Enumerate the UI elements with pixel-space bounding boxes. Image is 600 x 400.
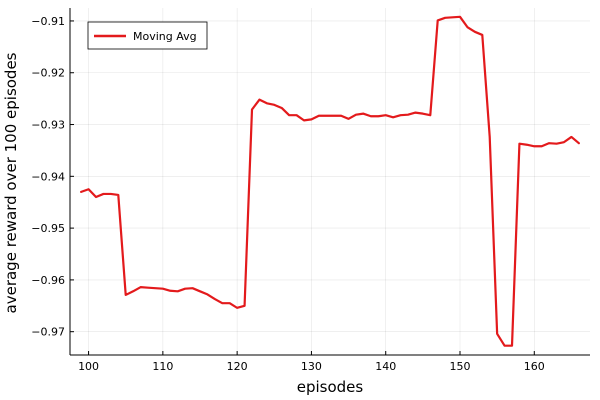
- legend-label-moving-avg: Moving Avg: [133, 30, 197, 43]
- y-tick-label: −0.97: [31, 326, 65, 339]
- x-axis-title: episodes: [297, 378, 364, 396]
- x-tick-label: 100: [78, 360, 99, 373]
- series-layer: [80, 15, 580, 347]
- y-tick-label: −0.94: [31, 170, 65, 183]
- series-line-moving-avg: [80, 15, 580, 347]
- x-gridlines: [88, 8, 535, 355]
- x-tick-label: 140: [375, 360, 396, 373]
- y-tick-label: −0.92: [31, 67, 65, 80]
- y-gridlines: [70, 20, 590, 332]
- x-tick-label: 130: [301, 360, 322, 373]
- x-tick-label: 110: [152, 360, 173, 373]
- legend: Moving Avg: [87, 21, 208, 50]
- y-tick-label: −0.91: [31, 15, 65, 28]
- x-tick-label: 150: [450, 360, 471, 373]
- y-tick-label: −0.93: [31, 119, 65, 132]
- y-axis-title: average reward over 100 episodes: [2, 52, 20, 313]
- plot-frame: [69, 8, 590, 356]
- y-tick-label: −0.96: [31, 274, 65, 287]
- x-tick-label: 120: [227, 360, 248, 373]
- y-tick-label: −0.95: [31, 222, 65, 235]
- y-axis-ticks: −0.97 −0.96 −0.95 −0.94 −0.93 −0.92 −0.91: [31, 15, 74, 339]
- x-tick-label: 160: [524, 360, 545, 373]
- x-axis-ticks: 100 110 120 130 140 150 160: [78, 351, 545, 373]
